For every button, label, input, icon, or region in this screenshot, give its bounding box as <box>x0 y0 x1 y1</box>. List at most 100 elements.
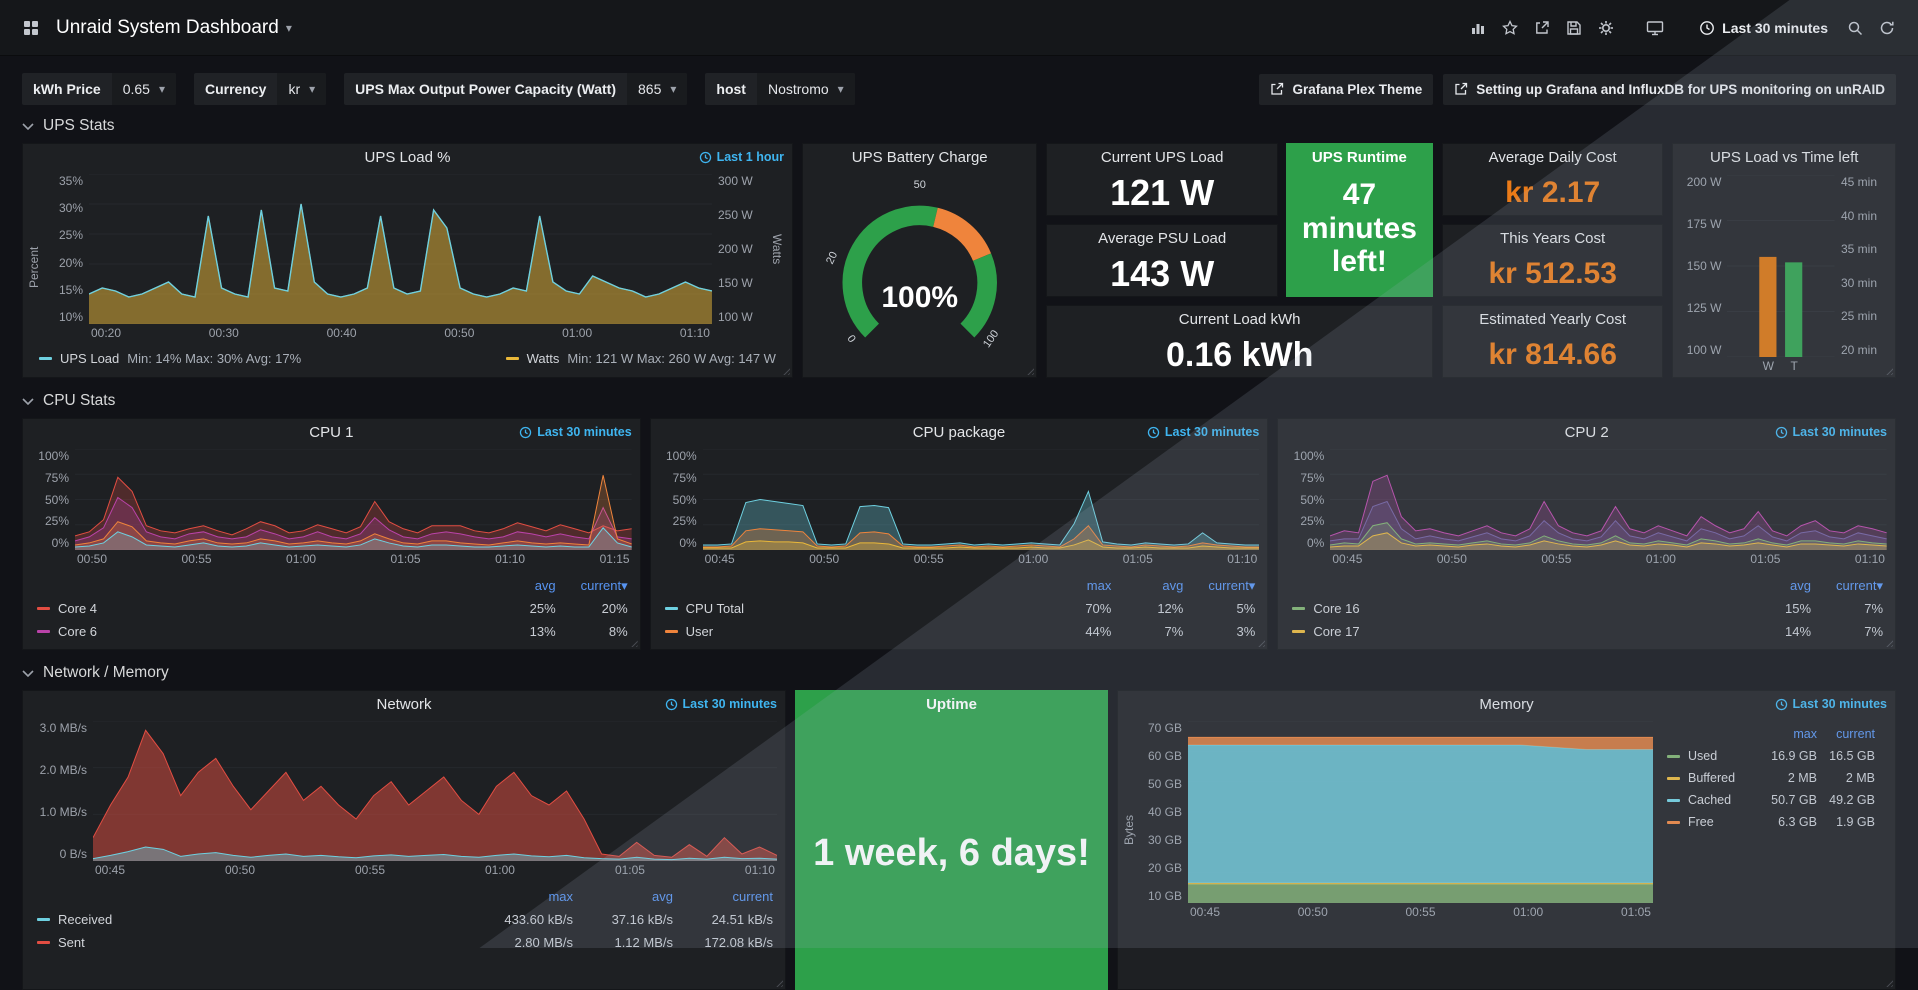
legend-series-toggle[interactable]: Buffered <box>1667 771 1759 785</box>
legend-series-toggle[interactable]: Core 16 <box>1292 601 1739 616</box>
legend-series-toggle[interactable]: CPU Total <box>664 601 1040 616</box>
chart-canvas <box>1727 175 1835 357</box>
legend-row: Cached 50.7 GB 49.2 GB <box>1667 789 1875 811</box>
add-panel-button[interactable] <box>1463 13 1493 43</box>
variable-value-dropdown[interactable]: 0.65 ▾ <box>111 73 176 105</box>
legend-series-toggle[interactable]: Core 17 <box>1292 624 1739 639</box>
legend-series-toggle[interactable]: Received <box>37 912 473 927</box>
variable-value-dropdown[interactable]: Nostromo ▾ <box>756 73 855 105</box>
panel-header[interactable]: Current UPS Load <box>1047 144 1276 171</box>
plot-column: W T <box>1727 175 1835 375</box>
y-axis-title-left: Bytes <box>1122 815 1136 846</box>
clock-icon <box>699 151 711 163</box>
zoom-out-time-button[interactable] <box>1840 13 1870 43</box>
axis-tick: 00:45 <box>704 552 735 566</box>
chevron-down-icon <box>22 669 34 677</box>
row-header-network-memory[interactable]: Network / Memory <box>22 664 1896 682</box>
legend-column-header[interactable]: current <box>732 889 773 904</box>
legend-series-toggle[interactable]: Core 4 <box>37 601 484 616</box>
legend-series-name: Free <box>1688 815 1714 829</box>
network-chart[interactable] <box>93 721 777 861</box>
memory-chart[interactable] <box>1188 721 1653 903</box>
panel-header[interactable]: CPU package Last 30 minutes <box>651 419 1268 446</box>
panel-header[interactable]: UPS Load vs Time left <box>1673 144 1895 171</box>
time-badge-label: Last 30 minutes <box>537 425 632 439</box>
dashboard-links: Grafana Plex Theme Setting up Grafana an… <box>1259 73 1896 105</box>
panel-header[interactable]: CPU 1 Last 30 minutes <box>23 419 640 446</box>
panel-header[interactable]: Estimated Yearly Cost <box>1443 306 1663 333</box>
panel-header[interactable]: Memory Last 30 minutes <box>1118 691 1895 718</box>
panel-header[interactable]: UPS Load % Last 1 hour <box>23 144 792 171</box>
load-vs-time-chart[interactable] <box>1727 175 1835 357</box>
panel-header[interactable]: Network Last 30 minutes <box>23 691 785 718</box>
row-header-cpu-stats[interactable]: CPU Stats <box>22 392 1896 410</box>
legend-series-toggle[interactable]: UPS Load Min: 14% Max: 30% Avg: 17% <box>39 351 301 366</box>
variable-value-dropdown[interactable]: kr ▾ <box>277 73 327 105</box>
clock-icon <box>1775 426 1787 438</box>
panel-header[interactable]: Average Daily Cost <box>1443 144 1663 171</box>
variable-host[interactable]: host Nostromo ▾ <box>705 73 855 105</box>
axis-tick: 100 W <box>717 310 753 324</box>
panel-header[interactable]: Uptime <box>796 691 1107 718</box>
panel-header[interactable]: This Years Cost <box>1443 225 1663 252</box>
dashboard-settings-button[interactable] <box>1591 13 1621 43</box>
panel-title: UPS Load vs Time left <box>1710 149 1859 166</box>
time-range-picker[interactable]: Last 30 minutes <box>1689 13 1838 43</box>
legend-series-toggle[interactable]: Used <box>1667 749 1759 763</box>
link-label: Grafana Plex Theme <box>1292 81 1423 97</box>
variable-kwh-price[interactable]: kWh Price 0.65 ▾ <box>22 73 176 105</box>
share-button[interactable] <box>1527 13 1557 43</box>
cpu2-chart[interactable] <box>1330 449 1888 550</box>
legend-column-header[interactable]: max <box>1793 727 1817 741</box>
legend-column-header[interactable]: current▾ <box>1208 577 1256 593</box>
axis-tick: 00:45 <box>1332 552 1363 566</box>
legend-header-row: avg current▾ <box>37 574 628 597</box>
refresh-button[interactable] <box>1872 13 1902 43</box>
row-title: CPU Stats <box>43 392 116 409</box>
variable-currency[interactable]: Currency kr ▾ <box>193 73 327 105</box>
legend-column-header[interactable]: current▾ <box>580 577 628 593</box>
link-grafana-plex-theme[interactable]: Grafana Plex Theme <box>1259 73 1434 105</box>
legend-column-header[interactable]: max <box>1086 578 1112 593</box>
dashboard-title-dropdown[interactable]: Unraid System Dashboard ▾ <box>56 17 292 39</box>
apps-menu-button[interactable] <box>16 13 46 43</box>
legend-series-name: Buffered <box>1688 771 1736 785</box>
save-button[interactable] <box>1559 13 1589 43</box>
cycle-view-button[interactable] <box>1639 13 1671 43</box>
panel-header[interactable]: UPS Runtime <box>1287 144 1432 171</box>
variable-value-dropdown[interactable]: 865 ▾ <box>627 73 688 105</box>
link-ups-monitoring-guide[interactable]: Setting up Grafana and InfluxDB for UPS … <box>1443 73 1896 105</box>
ups-load-chart[interactable] <box>89 174 712 324</box>
save-icon <box>1567 20 1581 35</box>
legend-series-toggle[interactable]: Cached <box>1667 793 1759 807</box>
legend-series-toggle[interactable]: Free <box>1667 815 1759 829</box>
chevron-down-icon: ▾ <box>309 82 316 96</box>
cpu-package-chart[interactable] <box>702 449 1260 550</box>
gauge-canvas <box>842 205 997 338</box>
legend-series-toggle[interactable]: Watts Min: 121 W Max: 260 W Avg: 147 W <box>505 351 776 366</box>
axis-tick: 01:00 <box>1645 552 1676 566</box>
star-button[interactable] <box>1495 13 1525 43</box>
variable-ups-max-output[interactable]: UPS Max Output Power Capacity (Watt) 865… <box>344 73 688 105</box>
y-axis-left: 3.0 MB/s 2.0 MB/s 1.0 MB/s 0 B/s <box>27 721 93 879</box>
panel-header[interactable]: UPS Battery Charge <box>803 144 1036 171</box>
legend-column-header[interactable]: max <box>548 889 573 904</box>
row-header-ups-stats[interactable]: UPS Stats <box>22 117 1896 135</box>
panel-header[interactable]: Current Load kWh <box>1047 306 1431 333</box>
legend: avg current▾ Core 4 25% 20% Core 6 13% 8% <box>23 572 640 649</box>
legend-column-header[interactable]: avg <box>1162 578 1184 593</box>
axis-tick: 300 W <box>717 174 753 188</box>
legend-series-toggle[interactable]: Core 6 <box>37 624 484 639</box>
cpu1-chart[interactable] <box>75 449 632 550</box>
legend-column-header[interactable]: avg <box>534 578 556 593</box>
legend-column-header[interactable]: current▾ <box>1836 577 1884 593</box>
legend-series-toggle[interactable]: Sent <box>37 935 473 950</box>
legend-column-header[interactable]: avg <box>1790 578 1812 593</box>
legend-series-name: CPU Total <box>685 601 744 616</box>
legend-series-toggle[interactable]: User <box>664 624 1040 639</box>
legend-column-header[interactable]: current <box>1836 727 1875 741</box>
legend-column-header[interactable]: avg <box>652 889 673 904</box>
panel-header[interactable]: Average PSU Load <box>1047 225 1276 252</box>
legend-value: 14% <box>1784 624 1812 639</box>
panel-header[interactable]: CPU 2 Last 30 minutes <box>1278 419 1895 446</box>
